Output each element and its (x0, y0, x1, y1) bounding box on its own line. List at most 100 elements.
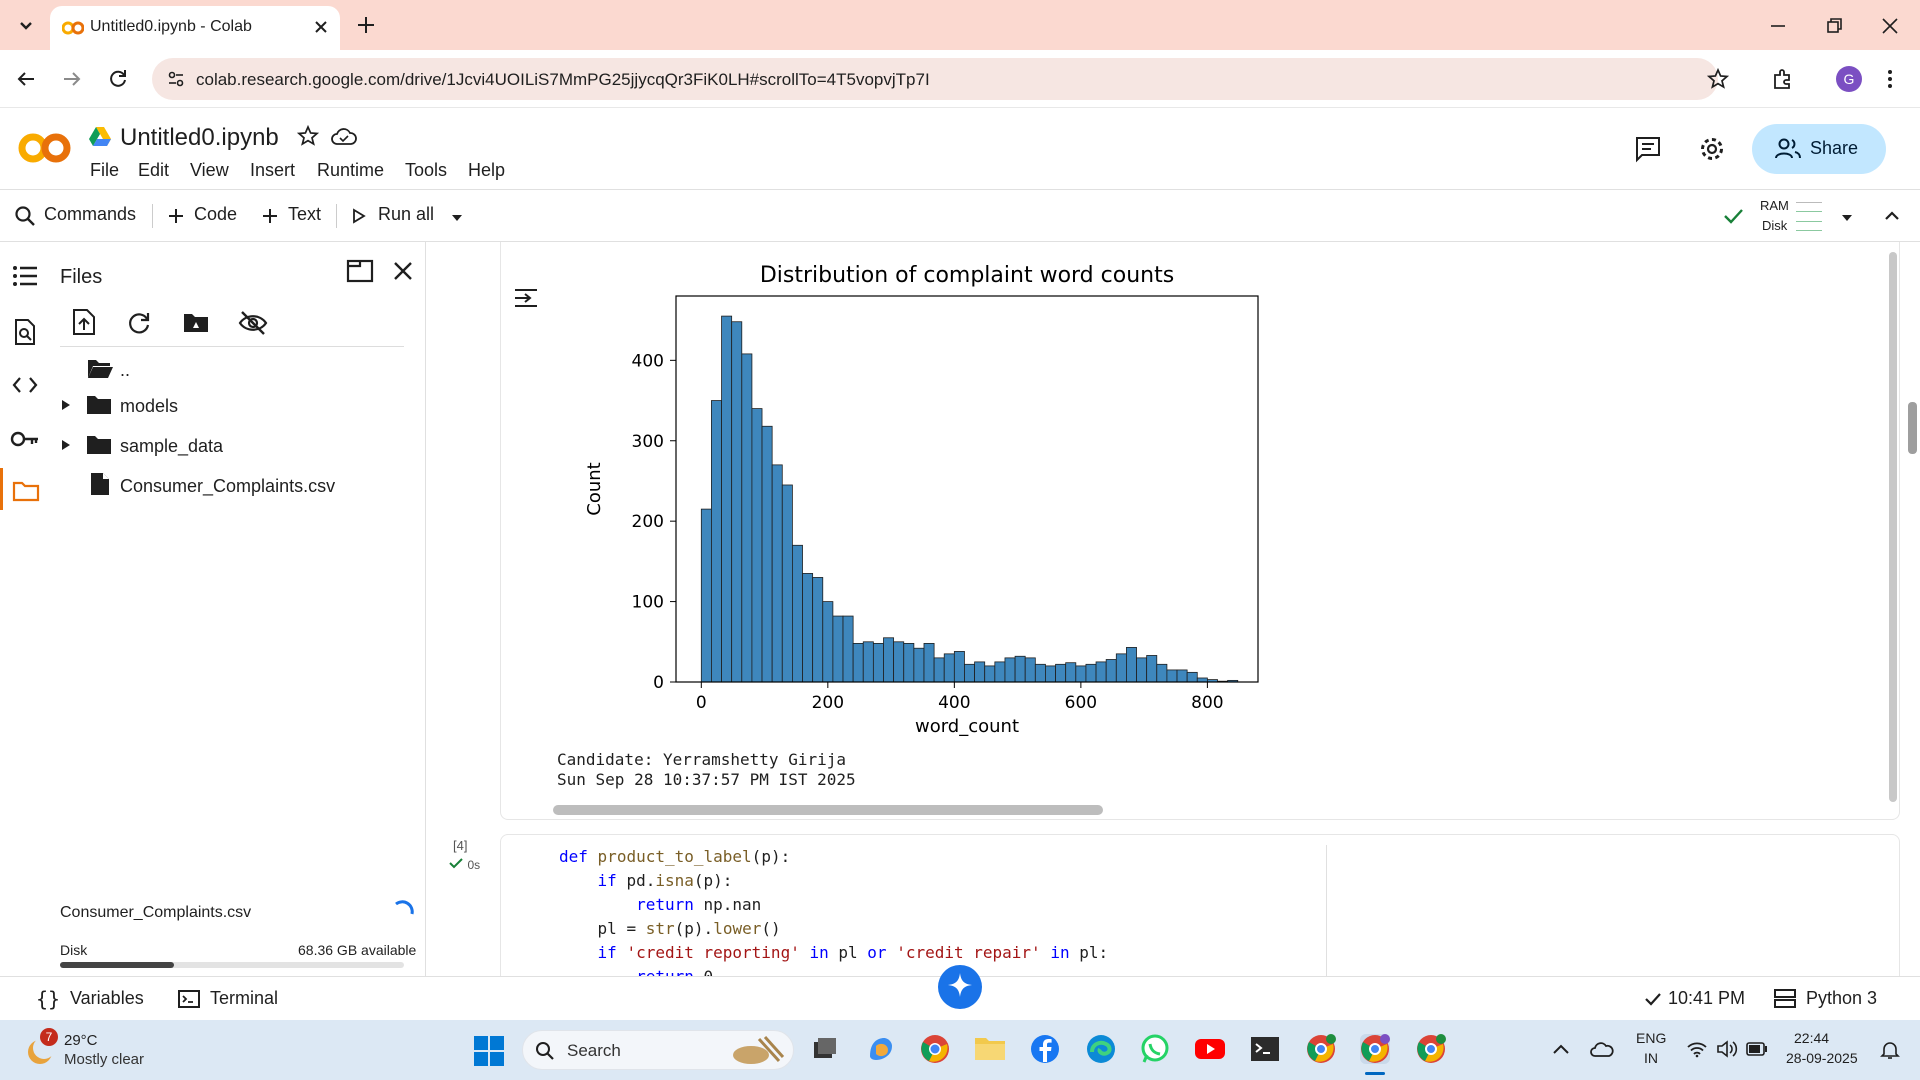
menu-view[interactable]: View (190, 160, 229, 180)
chrome-profile-g-icon[interactable] (1360, 1034, 1390, 1064)
file-row-csv[interactable]: Consumer_Complaints.csv (58, 470, 408, 502)
facebook-icon[interactable] (1030, 1034, 1060, 1064)
copilot-icon[interactable] (866, 1034, 896, 1064)
close-panel-icon[interactable] (392, 260, 414, 287)
braces-icon: {} (36, 987, 61, 1011)
variables-button[interactable]: {} Variables (36, 985, 156, 1013)
menu-help[interactable]: Help (468, 160, 506, 180)
histogram-bar (964, 663, 975, 683)
file-row-models[interactable]: models (58, 390, 408, 422)
refresh-icon[interactable] (126, 310, 152, 341)
collapse-header-icon[interactable] (1882, 206, 1902, 231)
menu-edit[interactable]: Edit (138, 160, 170, 180)
run-all-dropdown-icon[interactable] (450, 210, 464, 228)
url-bar[interactable]: colab.research.google.com/drive/1Jcvi4UO… (152, 58, 1718, 100)
secrets-key-icon[interactable] (10, 428, 40, 455)
whatsapp-icon[interactable] (1140, 1034, 1170, 1064)
show-hidden-icons[interactable] (1552, 1042, 1570, 1061)
find-replace-icon[interactable] (12, 318, 38, 351)
run-all-button[interactable]: Run all (350, 202, 440, 230)
histogram-bar (862, 641, 874, 683)
chrome-profile-y2-icon[interactable] (1416, 1034, 1446, 1064)
upload-file-icon[interactable] (72, 308, 96, 341)
add-code-button[interactable]: Code (166, 202, 240, 230)
language-line2[interactable]: IN (1644, 1050, 1658, 1066)
clock-date[interactable]: 28-09-2025 (1786, 1050, 1858, 1066)
language-line1[interactable]: ENG (1636, 1030, 1667, 1046)
resources-indicator[interactable]: RAM Disk (1760, 196, 1822, 236)
file-row-parent[interactable]: .. (86, 354, 406, 386)
expand-arrow-icon[interactable] (60, 438, 72, 457)
browser-menu-icon[interactable] (1884, 67, 1896, 96)
notebook-title[interactable]: Untitled0.ipynb (120, 124, 279, 151)
hide-files-icon[interactable] (238, 310, 268, 341)
resources-dropdown-icon[interactable] (1840, 210, 1854, 228)
files-folder-icon[interactable] (12, 480, 40, 507)
file-row-sample-data[interactable]: sample_data (58, 430, 408, 462)
x-tick-label: 0 (696, 693, 707, 713)
file-name: .. (120, 360, 131, 380)
reload-icon[interactable] (106, 67, 130, 96)
execution-time[interactable]: 10:41 PM (1668, 988, 1746, 1008)
menu-runtime[interactable]: Runtime (317, 160, 385, 180)
new-tab-icon[interactable] (354, 13, 378, 42)
gemini-button[interactable] (938, 965, 982, 1009)
terminal-button[interactable]: Terminal (178, 985, 298, 1013)
menu-tools[interactable]: Tools (405, 160, 448, 180)
forward-icon[interactable] (60, 67, 84, 96)
commands-button[interactable]: Commands (14, 202, 142, 230)
add-text-button[interactable]: Text (260, 202, 330, 230)
disk-available: 68.36 GB available (298, 942, 417, 958)
volume-icon[interactable] (1716, 1040, 1738, 1063)
horizontal-scrollbar[interactable] (553, 805, 1103, 815)
share-button[interactable]: Share (1752, 124, 1886, 174)
battery-icon[interactable] (1746, 1042, 1768, 1061)
table-of-contents-icon[interactable] (12, 264, 38, 293)
page-scrollbar[interactable] (1908, 402, 1917, 454)
weather-widget[interactable]: 7 29°C Mostly clear (22, 1028, 162, 1072)
extensions-icon[interactable] (1770, 66, 1796, 97)
browser-tab-bar: Untitled0.ipynb - Colab (0, 0, 1920, 50)
tab-close-icon[interactable] (312, 18, 330, 41)
youtube-icon[interactable] (1194, 1034, 1225, 1064)
comments-icon[interactable] (1634, 135, 1662, 168)
code-cell[interactable]: def product_to_label(p): if pd.isna(p): … (500, 834, 1900, 976)
restore-icon[interactable] (1822, 14, 1846, 43)
colab-logo-icon[interactable] (18, 128, 72, 173)
onedrive-icon[interactable] (1590, 1040, 1614, 1063)
clock-time[interactable]: 22:44 (1794, 1030, 1830, 1046)
profile-avatar[interactable]: G (1836, 66, 1862, 92)
settings-gear-icon[interactable] (1698, 135, 1726, 168)
code-cell-divider (1326, 845, 1327, 976)
minimize-icon[interactable] (1766, 14, 1790, 43)
browser-tab-active[interactable]: Untitled0.ipynb - Colab (50, 6, 340, 50)
star-icon[interactable] (296, 124, 320, 153)
code-snippets-icon[interactable] (12, 374, 38, 401)
vertical-scrollbar[interactable] (1889, 252, 1897, 802)
runtime-label[interactable]: Python 3 (1806, 988, 1878, 1008)
chrome-icon[interactable] (920, 1034, 950, 1064)
open-in-tab-icon[interactable] (346, 258, 374, 289)
notification-icon[interactable] (1880, 1040, 1900, 1065)
histogram-bar (1146, 655, 1158, 683)
mount-drive-icon[interactable] (182, 312, 210, 339)
menu-insert[interactable]: Insert (250, 160, 296, 180)
cloud-saved-icon[interactable] (330, 125, 358, 152)
taskbar-search[interactable]: Search (522, 1030, 794, 1070)
close-window-icon[interactable] (1878, 14, 1902, 43)
windows-start-icon[interactable] (474, 1036, 504, 1071)
terminal-app-icon[interactable] (1250, 1034, 1280, 1064)
bookmark-star-icon[interactable] (1706, 67, 1730, 96)
site-info-icon[interactable] (166, 69, 186, 94)
expand-arrow-icon[interactable] (60, 398, 72, 417)
file-explorer-icon[interactable] (974, 1034, 1005, 1064)
tab-list-dropdown-icon[interactable] (12, 14, 40, 38)
chrome-profile-y-icon[interactable] (1306, 1034, 1336, 1064)
edge-icon[interactable] (1086, 1034, 1116, 1064)
back-icon[interactable] (14, 67, 38, 96)
menu-file[interactable]: File (90, 160, 120, 180)
wifi-icon[interactable] (1686, 1040, 1708, 1063)
output-actions-icon[interactable] (513, 286, 539, 315)
histogram-bar (872, 642, 884, 683)
task-view-icon[interactable] (810, 1034, 840, 1064)
